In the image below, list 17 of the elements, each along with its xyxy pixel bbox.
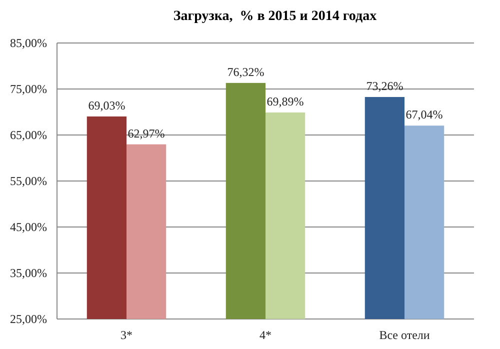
data-label: 76,32%: [227, 64, 264, 79]
y-tick-label: 55,00%: [10, 174, 47, 188]
y-tick-label: 45,00%: [10, 220, 47, 234]
x-tick-label: 3*: [120, 328, 132, 342]
data-label: 69,03%: [88, 98, 126, 112]
y-tick-label: 25,00%: [10, 312, 47, 326]
data-label: 69,89%: [266, 94, 304, 109]
y-tick-label: 85,00%: [10, 36, 47, 50]
data-label: 62,97%: [128, 126, 165, 140]
chart-title: Загрузка, % в 2015 и 2014 годах: [173, 9, 377, 24]
x-tick-label: Все отели: [379, 328, 430, 342]
y-tick-label: 75,00%: [10, 82, 47, 96]
y-tick-label: 65,00%: [10, 128, 47, 142]
data-label: 73,26%: [366, 79, 404, 94]
y-tick-label: 35,00%: [10, 266, 47, 280]
x-tick-label: 4*: [260, 328, 272, 342]
data-label: 67,04%: [406, 108, 443, 122]
